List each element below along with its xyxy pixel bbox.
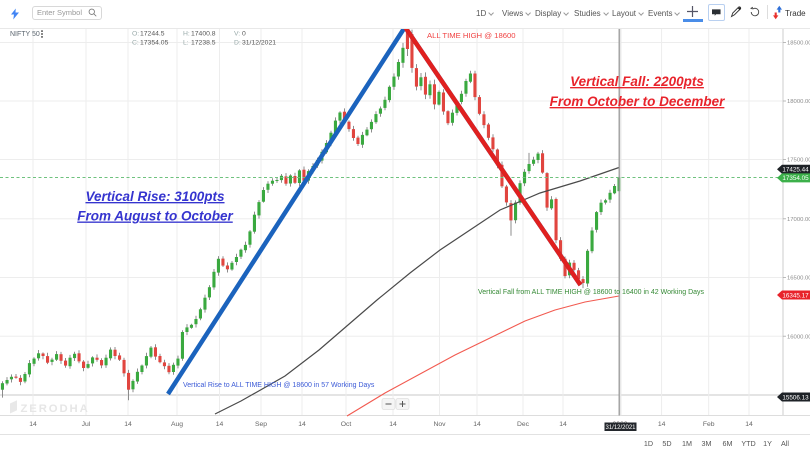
svg-text:16000.00: 16000.00	[787, 334, 810, 340]
svg-text:14: 14	[216, 421, 224, 428]
svg-text:Oct: Oct	[341, 421, 352, 428]
svg-text:18500.00: 18500.00	[787, 41, 810, 47]
svg-text:NIFTY 50: NIFTY 50	[10, 31, 40, 38]
svg-text:From August to October: From August to October	[77, 209, 233, 224]
svg-text:17000.00: 17000.00	[787, 217, 810, 223]
svg-text:From October to December: From October to December	[550, 94, 726, 109]
svg-text:14: 14	[658, 421, 666, 428]
svg-text:15506.13: 15506.13	[782, 394, 809, 401]
svg-text:31/12/2021: 31/12/2021	[605, 425, 636, 431]
svg-text:18000.00: 18000.00	[787, 99, 810, 105]
svg-text:C:: C:	[132, 40, 139, 47]
svg-text:14: 14	[389, 421, 397, 428]
svg-text:14: 14	[124, 421, 132, 428]
svg-text:1M: 1M	[682, 439, 692, 448]
svg-text:6M: 6M	[723, 439, 733, 448]
svg-text:17238.5: 17238.5	[191, 40, 216, 47]
svg-text:17354.05: 17354.05	[140, 40, 169, 47]
svg-text:1Y: 1Y	[763, 439, 772, 448]
svg-text:1D: 1D	[644, 439, 653, 448]
svg-text:Aug: Aug	[171, 421, 183, 428]
svg-text:ALL TIME HIGH @ 18600: ALL TIME HIGH @ 18600	[427, 31, 516, 40]
svg-text:17425.44: 17425.44	[782, 167, 809, 174]
svg-text:Vertical Fall: 2200pts: Vertical Fall: 2200pts	[570, 74, 704, 89]
svg-text:Dec: Dec	[517, 421, 530, 428]
svg-text:17354.05: 17354.05	[782, 175, 809, 182]
svg-text:14: 14	[298, 421, 306, 428]
svg-text:17400.8: 17400.8	[191, 31, 216, 38]
svg-text:All: All	[781, 439, 789, 448]
svg-text:14: 14	[473, 421, 481, 428]
svg-text:D:: D:	[234, 40, 241, 47]
svg-text:Jul: Jul	[82, 421, 91, 428]
svg-text:Vertical Fall from ALL TIME HI: Vertical Fall from ALL TIME HIGH @ 18600…	[478, 289, 705, 296]
svg-text:17500.00: 17500.00	[787, 158, 810, 164]
svg-text:17244.5: 17244.5	[140, 31, 165, 38]
svg-text:0: 0	[242, 31, 246, 38]
svg-text:Nov: Nov	[433, 421, 446, 428]
svg-text:L:: L:	[183, 40, 189, 47]
svg-text:ZERODHA: ZERODHA	[21, 403, 90, 415]
svg-text:14: 14	[559, 421, 567, 428]
svg-text:3M: 3M	[702, 439, 712, 448]
svg-text:31/12/2021: 31/12/2021	[242, 40, 276, 47]
svg-text:5D: 5D	[662, 439, 671, 448]
svg-text:14: 14	[29, 421, 37, 428]
svg-text:Sep: Sep	[255, 421, 267, 428]
svg-text:Vertical Rise to ALL TIME HIGH: Vertical Rise to ALL TIME HIGH @ 18600 i…	[183, 382, 375, 389]
svg-text:Feb: Feb	[703, 421, 715, 428]
svg-text:H:: H:	[183, 31, 190, 38]
svg-text:16500.00: 16500.00	[787, 276, 810, 282]
svg-text:YTD: YTD	[741, 439, 755, 448]
svg-text:V:: V:	[234, 31, 240, 38]
svg-text:O:: O:	[132, 31, 139, 38]
svg-text:14: 14	[745, 421, 753, 428]
svg-text:Vertical Rise: 3100pts: Vertical Rise: 3100pts	[85, 189, 225, 204]
svg-text:16345.17: 16345.17	[782, 292, 809, 299]
